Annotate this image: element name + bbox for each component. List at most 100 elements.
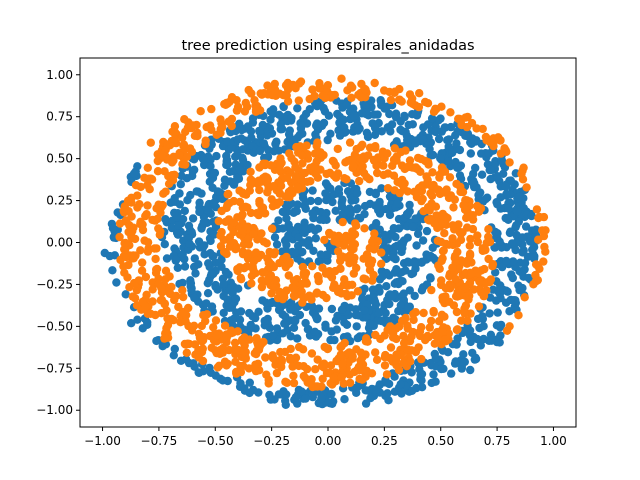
scatter-point-class-0 <box>465 326 475 335</box>
scatter-point-class-1 <box>352 144 361 154</box>
scatter-point-class-1 <box>220 321 230 330</box>
scatter-point-class-0 <box>384 379 394 389</box>
scatter-point-class-0 <box>233 135 242 144</box>
scatter-point-class-0 <box>342 320 352 329</box>
scatter-point-class-1 <box>255 196 264 206</box>
scatter-point-class-1 <box>367 369 377 378</box>
x-tick-label: −0.25 <box>253 434 290 448</box>
scatter-point-class-0 <box>479 322 488 331</box>
scatter-point-class-1 <box>241 202 250 211</box>
scatter-point-class-1 <box>433 223 442 233</box>
scatter-point-class-1 <box>441 284 451 293</box>
scatter-point-class-1 <box>294 96 303 105</box>
scatter-point-class-0 <box>375 209 385 218</box>
scatter-point-class-0 <box>506 227 515 236</box>
scatter-point-class-1 <box>405 90 415 99</box>
scatter-point-class-0 <box>321 323 330 332</box>
scatter-point-class-0 <box>396 380 405 389</box>
scatter-point-class-1 <box>268 202 278 211</box>
scatter-point-class-0 <box>391 113 401 122</box>
scatter-point-class-1 <box>237 335 247 344</box>
scatter-point-class-1 <box>265 258 274 267</box>
scatter-point-class-1 <box>327 273 337 282</box>
scatter-point-class-1 <box>254 176 263 185</box>
scatter-point-class-1 <box>275 161 285 170</box>
scatter-point-class-1 <box>329 373 338 383</box>
scatter-point-class-1 <box>257 282 267 292</box>
scatter-point-class-0 <box>377 184 386 193</box>
scatter-point-class-1 <box>353 287 363 296</box>
scatter-point-class-0 <box>491 227 500 237</box>
scatter-point-class-0 <box>443 348 453 357</box>
scatter-point-class-1 <box>143 247 153 256</box>
scatter-point-class-1 <box>251 360 260 369</box>
scatter-point-class-0 <box>466 337 475 347</box>
scatter-point-class-0 <box>407 368 416 377</box>
scatter-point-class-0 <box>428 243 437 252</box>
scatter-point-class-1 <box>403 324 412 333</box>
scatter-point-class-0 <box>485 309 494 318</box>
scatter-point-class-1 <box>233 264 242 274</box>
scatter-point-class-0 <box>174 221 183 230</box>
scatter-point-class-0 <box>418 135 428 144</box>
scatter-point-class-1 <box>237 275 246 284</box>
scatter-point-class-1 <box>143 238 153 247</box>
scatter-point-class-0 <box>353 188 362 198</box>
scatter-point-class-0 <box>476 341 485 350</box>
scatter-point-class-0 <box>385 299 394 309</box>
scatter-point-class-1 <box>381 350 390 360</box>
scatter-point-class-0 <box>531 225 541 234</box>
scatter-point-class-1 <box>282 173 292 182</box>
scatter-point-class-0 <box>477 170 487 179</box>
scatter-point-class-1 <box>325 230 335 239</box>
scatter-point-class-1 <box>356 154 365 163</box>
scatter-point-class-1 <box>399 338 409 348</box>
scatter-point-class-0 <box>194 368 203 377</box>
scatter-point-class-1 <box>288 362 297 371</box>
scatter-point-class-1 <box>138 297 147 306</box>
scatter-point-class-0 <box>260 316 269 326</box>
scatter-point-class-1 <box>411 308 420 317</box>
scatter-point-class-1 <box>426 189 435 198</box>
scatter-point-class-1 <box>340 275 349 284</box>
scatter-point-class-0 <box>496 294 505 303</box>
scatter-point-class-1 <box>467 269 476 278</box>
scatter-point-class-0 <box>194 260 203 269</box>
scatter-point-class-1 <box>196 107 205 116</box>
x-tick-label: 1.00 <box>540 434 567 448</box>
scatter-point-class-1 <box>441 292 450 301</box>
scatter-point-class-0 <box>390 372 399 381</box>
scatter-point-class-0 <box>248 118 258 127</box>
scatter-point-class-0 <box>521 222 531 231</box>
scatter-point-class-1 <box>269 182 278 191</box>
scatter-point-class-1 <box>445 173 455 182</box>
scatter-point-class-1 <box>401 146 410 155</box>
y-tick-label: 0.50 <box>46 152 73 166</box>
scatter-point-class-0 <box>501 182 510 191</box>
scatter-point-class-0 <box>408 110 417 119</box>
scatter-point-class-1 <box>417 354 426 364</box>
scatter-point-class-0 <box>298 247 307 257</box>
scatter-point-class-1 <box>127 233 137 243</box>
scatter-point-class-0 <box>447 369 456 378</box>
scatter-point-class-1 <box>323 81 333 90</box>
scatter-point-class-0 <box>338 195 347 204</box>
scatter-point-class-1 <box>397 316 407 326</box>
scatter-point-class-1 <box>267 224 277 233</box>
scatter-point-class-1 <box>346 81 356 90</box>
scatter-point-class-0 <box>282 390 291 399</box>
scatter-point-class-1 <box>308 262 317 271</box>
scatter-point-class-1 <box>346 244 356 253</box>
scatter-point-class-1 <box>238 210 247 219</box>
scatter-point-class-1 <box>250 96 259 105</box>
scatter-point-class-1 <box>427 201 437 210</box>
scatter-point-class-0 <box>319 215 328 225</box>
scatter-point-class-0 <box>448 148 457 157</box>
scatter-point-class-1 <box>201 136 210 145</box>
scatter-point-class-1 <box>440 335 450 344</box>
scatter-point-class-1 <box>405 156 415 165</box>
scatter-point-class-0 <box>499 169 508 178</box>
scatter-point-class-1 <box>297 279 307 289</box>
scatter-point-class-1 <box>146 174 156 183</box>
scatter-point-class-0 <box>473 314 483 324</box>
